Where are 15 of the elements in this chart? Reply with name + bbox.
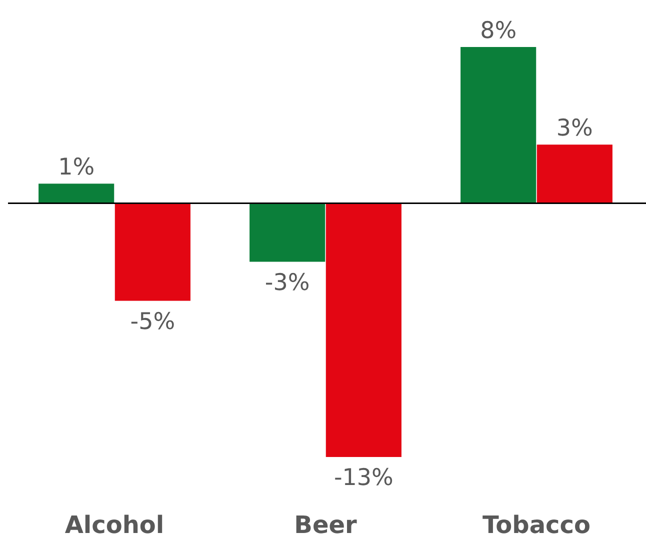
data-label: -5% <box>130 308 176 335</box>
x-tick-label: Tobacco <box>482 511 590 538</box>
bar <box>460 47 536 204</box>
bar <box>326 203 402 457</box>
data-label: 1% <box>58 154 95 181</box>
data-label: -13% <box>334 465 394 491</box>
bar <box>250 203 326 262</box>
bar <box>38 184 114 204</box>
data-label: -3% <box>264 270 310 296</box>
x-tick-label: Alcohol <box>64 511 164 538</box>
bar <box>536 144 612 204</box>
data-label: 8% <box>480 18 517 44</box>
x-tick-label: Beer <box>294 511 358 538</box>
bar <box>114 203 190 301</box>
data-label: 3% <box>556 116 593 142</box>
